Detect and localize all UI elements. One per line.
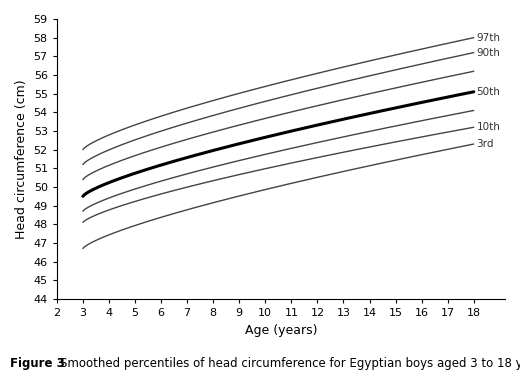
Text: 90th: 90th [476,48,500,57]
X-axis label: Age (years): Age (years) [245,324,317,336]
Text: 97th: 97th [476,33,500,43]
Text: 10th: 10th [476,122,500,132]
Text: Figure 3: Figure 3 [10,358,69,370]
Text: 50th: 50th [476,87,500,97]
Text: 3rd: 3rd [476,139,494,149]
Y-axis label: Head circumference (cm): Head circumference (cm) [15,79,28,239]
Text: Smoothed percentiles of head circumference for Egyptian boys aged 3 to 18 years: Smoothed percentiles of head circumferen… [60,358,520,370]
